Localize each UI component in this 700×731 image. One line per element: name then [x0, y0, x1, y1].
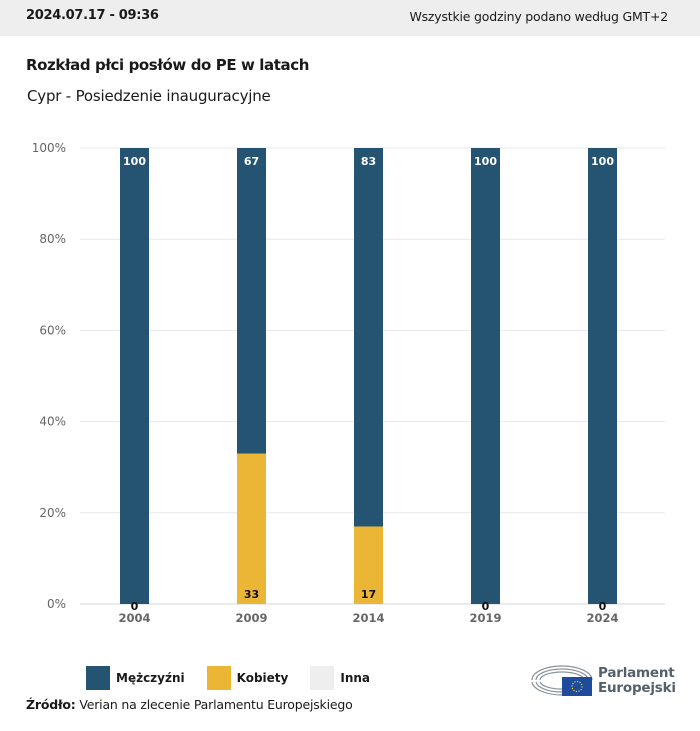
data-label-women: 33 — [244, 588, 259, 601]
y-tick-label: 40% — [39, 415, 66, 429]
x-tick-label: 2014 — [352, 611, 384, 625]
x-tick-label: 2019 — [469, 611, 501, 625]
data-label-men: 100 — [591, 155, 614, 168]
logo-line1: Parlament — [598, 665, 675, 681]
bar-men[interactable] — [120, 148, 149, 604]
data-label-men: 100 — [474, 155, 497, 168]
timezone-note: Wszystkie godziny podano według GMT+2 — [409, 9, 668, 24]
y-tick-label: 80% — [39, 232, 66, 246]
chart-subtitle: Cypr - Posiedzenie inauguracyjne — [27, 87, 271, 105]
data-label-men: 83 — [361, 155, 376, 168]
eu-flag-icon — [562, 677, 592, 696]
bar-men[interactable] — [237, 148, 266, 454]
x-tick-label: 2004 — [118, 611, 150, 625]
source-text: Verian na zlecenie Parlamentu Europejski… — [75, 697, 353, 712]
bars — [120, 148, 617, 604]
source-label: Źródło: — [26, 697, 76, 712]
x-tick-label: 2024 — [586, 611, 618, 625]
legend-label: Inna — [340, 671, 371, 685]
bar-men[interactable] — [588, 148, 617, 604]
hemicycle-icon — [531, 665, 593, 696]
legend-item-other[interactable]: Inna — [310, 666, 370, 690]
data-label-women: 0 — [131, 600, 139, 613]
bar-chart: 0%20%40%60%80%100% 10006733831710001000 … — [32, 141, 665, 625]
european-parliament-logo — [531, 665, 593, 696]
data-label-women: 17 — [361, 588, 376, 601]
bar-women[interactable] — [237, 453, 266, 604]
y-tick-label: 0% — [47, 597, 66, 611]
legend-swatch-men — [86, 666, 110, 690]
legend-swatch-other — [310, 666, 335, 690]
data-labels: 100 0 67 33 83 17 100 0 100 0 — [123, 155, 614, 613]
timestamp: 2024.07.17 - 09:36 — [26, 8, 159, 23]
y-axis-ticks: 0% 20% 40% 60% 80% 100% — [32, 141, 66, 611]
legend: Mężczyźni Kobiety Inna — [86, 666, 392, 690]
data-label-men: 100 — [123, 155, 146, 168]
source-note: Źródło: Verian na zlecenie Parlamentu Eu… — [26, 697, 353, 712]
bar-men[interactable] — [354, 148, 383, 527]
bar-women[interactable] — [354, 526, 383, 604]
x-tick-label: 2009 — [235, 611, 267, 625]
x-axis-ticks: 2004 2009 2014 2019 2024 — [118, 611, 618, 625]
logo-text: Parlament Europejski — [598, 666, 676, 696]
data-label-women: 0 — [599, 600, 607, 613]
y-tick-label: 20% — [39, 506, 66, 520]
chart-title: Rozkład płci posłów do PE w latach — [26, 56, 310, 74]
y-tick-label: 60% — [39, 323, 66, 337]
legend-label: Mężczyźni — [116, 671, 185, 685]
top-bar: 2024.07.17 - 09:36 Wszystkie godziny pod… — [0, 0, 700, 36]
data-label-men: 67 — [244, 155, 259, 168]
legend-item-men[interactable]: Mężczyźni — [86, 666, 185, 690]
legend-label: Kobiety — [236, 671, 289, 685]
legend-item-women[interactable]: Kobiety — [206, 666, 289, 690]
data-label-women: 0 — [482, 600, 490, 613]
bar-men[interactable] — [471, 148, 500, 604]
y-tick-label: 100% — [32, 141, 66, 155]
logo-line2: Europejski — [598, 680, 676, 696]
legend-swatch-women — [206, 666, 231, 690]
